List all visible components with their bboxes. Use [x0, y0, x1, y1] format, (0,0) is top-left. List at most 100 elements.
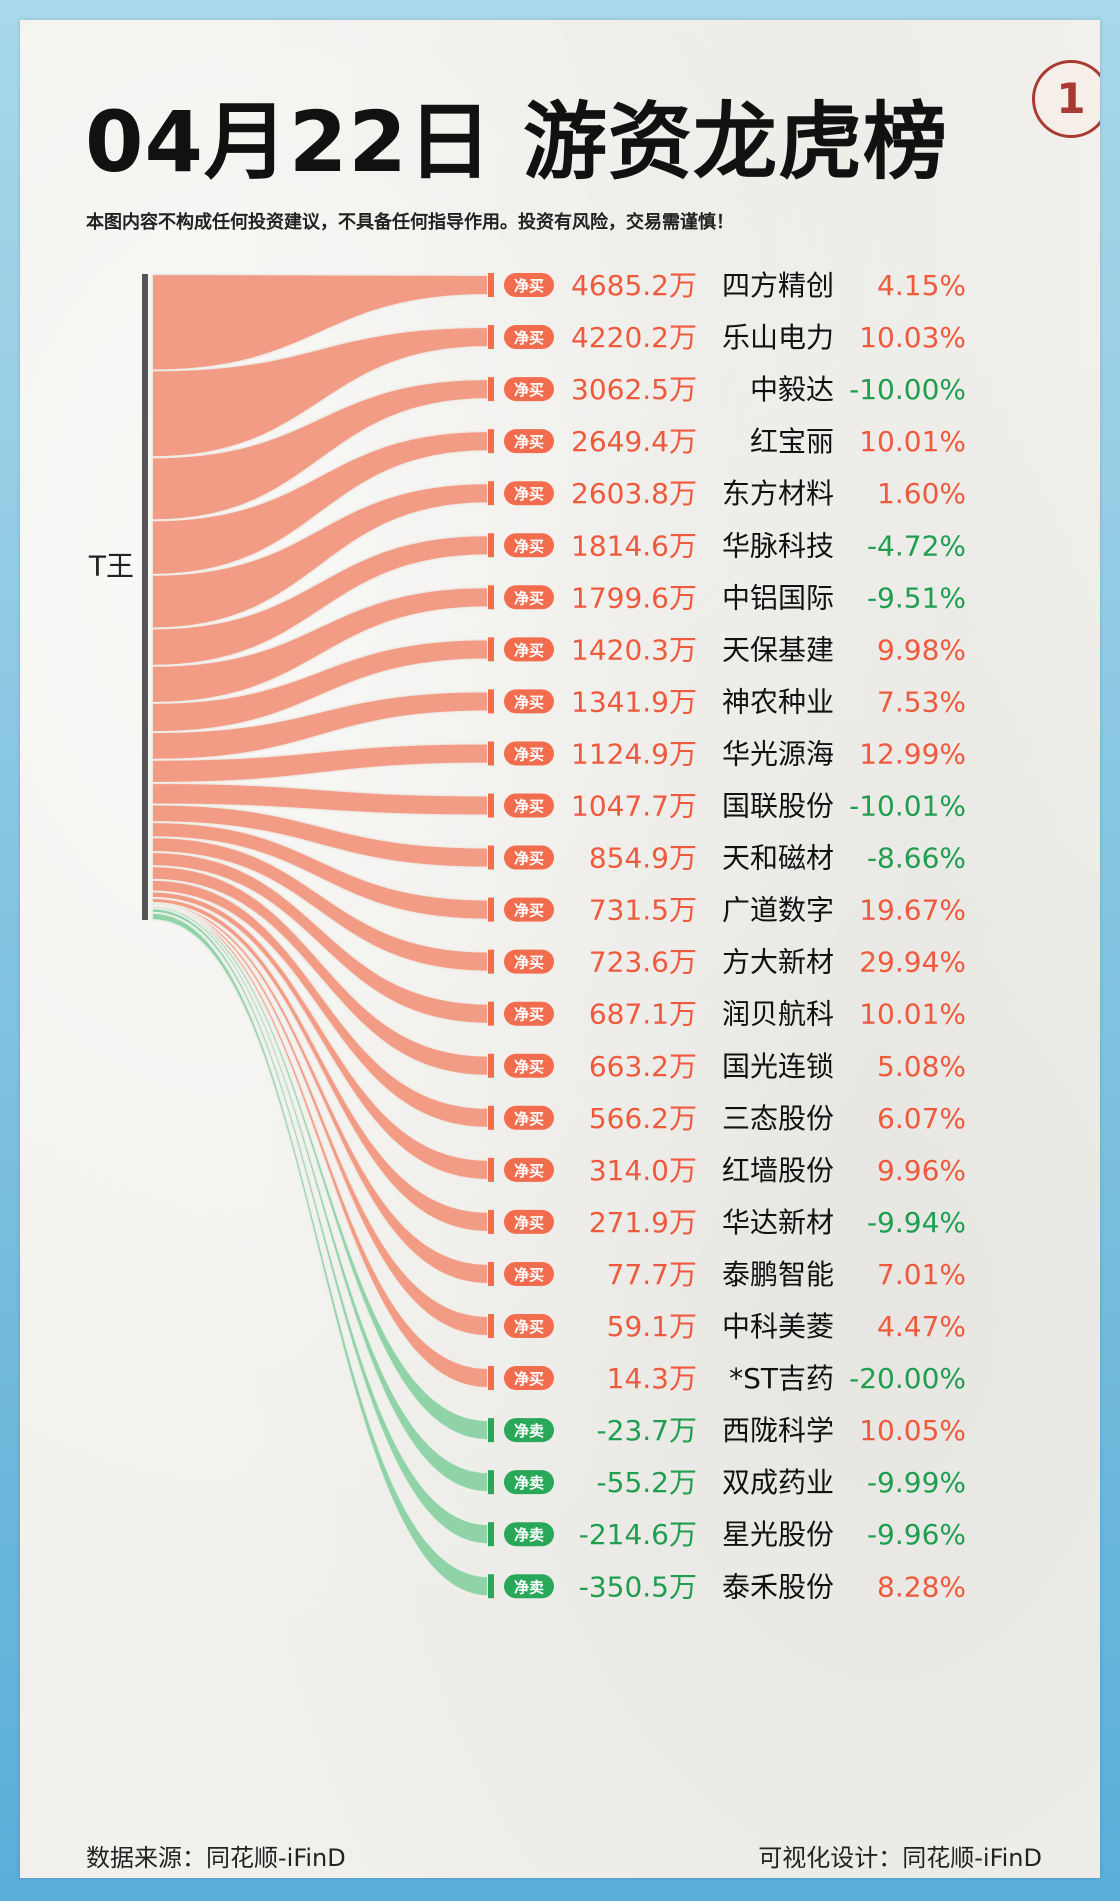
- target-row: 净买 59.1万 中科美菱 4.47%: [488, 1310, 966, 1343]
- change-pct-label: -9.99%: [867, 1466, 966, 1499]
- stock-name-label: 红宝丽: [750, 425, 834, 458]
- target-row: 净买 271.9万 华达新材 -9.94%: [488, 1206, 966, 1239]
- amount-label: 723.6万: [589, 946, 697, 979]
- target-node-bar: [488, 533, 494, 558]
- change-pct-label: -9.51%: [867, 581, 966, 614]
- target-node-bar: [488, 429, 494, 454]
- target-row: 净卖 -214.6万 星光股份 -9.96%: [488, 1518, 966, 1551]
- amount-label: 1814.6万: [571, 529, 697, 562]
- side-badge: [504, 897, 554, 922]
- change-pct-label: -9.96%: [867, 1518, 966, 1551]
- target-node-bar: [488, 1522, 494, 1547]
- stock-name-label: 华达新材: [722, 1206, 834, 1239]
- target-node-bar: [488, 1261, 494, 1286]
- stock-name-label: 东方材料: [722, 477, 834, 510]
- side-badge-label: 净买: [514, 1162, 544, 1180]
- amount-label: 77.7万: [607, 1258, 697, 1291]
- stock-name-label: *ST吉药: [729, 1362, 834, 1395]
- stock-name-label: 星光股份: [722, 1518, 834, 1551]
- target-node-bar: [488, 689, 494, 714]
- side-badge-label: 净买: [514, 1110, 544, 1128]
- target-node-bar: [488, 1366, 494, 1391]
- side-badge-label: 净买: [514, 850, 544, 868]
- side-badge-label: 净卖: [514, 1526, 544, 1544]
- change-pct-label: 10.05%: [859, 1414, 966, 1447]
- amount-label: 3062.5万: [571, 373, 697, 406]
- stock-name-label: 西陇科学: [722, 1414, 834, 1447]
- side-badge-label: 净买: [514, 954, 544, 972]
- change-pct-label: 10.01%: [859, 998, 966, 1031]
- target-row: 净买 4685.2万 四方精创 4.15%: [488, 269, 966, 302]
- target-row: 净买 663.2万 国光连锁 5.08%: [488, 1050, 966, 1083]
- amount-label: -214.6万: [579, 1518, 697, 1551]
- stock-name-label: 华光源海: [722, 737, 834, 770]
- target-node-bar: [488, 1209, 494, 1234]
- side-badge: [504, 1157, 554, 1182]
- amount-label: 14.3万: [607, 1362, 697, 1395]
- amount-label: 1799.6万: [571, 581, 697, 614]
- stock-name-label: 方大新材: [722, 946, 834, 979]
- change-pct-label: 1.60%: [877, 477, 966, 510]
- target-node-bar: [488, 897, 494, 922]
- side-badge-label: 净买: [514, 1214, 544, 1232]
- side-badge: [504, 1053, 554, 1078]
- side-badge-label: 净买: [514, 1006, 544, 1024]
- flow-band: [151, 907, 489, 1546]
- stock-name-label: 三态股份: [722, 1102, 834, 1135]
- target-row: 净卖 -23.7万 西陇科学 10.05%: [488, 1414, 966, 1447]
- target-node-bar: [488, 1418, 494, 1443]
- target-node-bar: [488, 637, 494, 662]
- side-badge: [504, 1366, 554, 1391]
- side-badge-label: 净买: [514, 485, 544, 503]
- amount-label: 854.9万: [589, 842, 697, 875]
- stock-name-label: 神农种业: [722, 685, 834, 718]
- target-row: 净买 14.3万 *ST吉药 -20.00%: [488, 1362, 966, 1395]
- source-node-bar: [142, 274, 148, 920]
- target-node-bar: [488, 1001, 494, 1026]
- side-badge: [504, 1470, 554, 1495]
- change-pct-label: 10.01%: [859, 425, 966, 458]
- target-row: 净买 1124.9万 华光源海 12.99%: [488, 737, 966, 770]
- flow-band: [151, 638, 489, 734]
- amount-label: 731.5万: [589, 894, 697, 927]
- flow-band: [151, 865, 489, 1077]
- change-pct-label: -10.00%: [849, 373, 966, 406]
- target-node-bar: [488, 1470, 494, 1495]
- change-pct-label: 7.01%: [877, 1258, 966, 1291]
- target-row: 净买 4220.2万 乐山电力 10.03%: [488, 321, 966, 354]
- change-pct-label: -8.66%: [867, 842, 966, 875]
- change-pct-label: 4.15%: [877, 269, 966, 302]
- target-node-bar: [488, 481, 494, 506]
- target-row: 净买 2603.8万 东方材料 1.60%: [488, 477, 966, 510]
- stock-name-label: 泰禾股份: [722, 1570, 834, 1603]
- amount-label: 1124.9万: [571, 737, 697, 770]
- side-badge: [504, 689, 554, 714]
- flow-band: [151, 272, 489, 372]
- target-row: 净买 314.0万 红墙股份 9.96%: [488, 1154, 966, 1187]
- target-row: 净买 1341.9万 神农种业 7.53%: [488, 685, 966, 718]
- amount-label: 314.0万: [589, 1154, 697, 1187]
- change-pct-label: -4.72%: [867, 529, 966, 562]
- target-node-bar: [488, 325, 494, 350]
- change-pct-label: -10.01%: [849, 790, 966, 823]
- side-badge: [504, 325, 554, 350]
- stock-name-label: 四方精创: [722, 269, 834, 302]
- target-row: 净买 566.2万 三态股份 6.07%: [488, 1102, 966, 1135]
- change-pct-label: -20.00%: [849, 1362, 966, 1395]
- stock-name-label: 乐山电力: [722, 321, 834, 354]
- change-pct-label: 19.67%: [859, 894, 966, 927]
- design-credit-text: 可视化设计：同花顺-iFinD: [758, 1844, 1042, 1872]
- target-row: 净买 723.6万 方大新材 29.94%: [488, 946, 966, 979]
- side-badge-label: 净卖: [514, 1422, 544, 1440]
- side-badge-label: 净买: [514, 745, 544, 763]
- target-node-bar: [488, 949, 494, 974]
- side-badge-label: 净买: [514, 1058, 544, 1076]
- stock-name-label: 中科美菱: [722, 1310, 834, 1343]
- change-pct-label: 9.98%: [877, 633, 966, 666]
- side-badge: [504, 273, 554, 297]
- target-row: 净买 854.9万 天和磁材 -8.66%: [488, 842, 966, 875]
- stock-name-label: 天和磁材: [722, 842, 834, 875]
- side-badge-label: 净买: [514, 589, 544, 607]
- target-node-bar: [488, 845, 494, 870]
- page-number-badge: 1: [1032, 60, 1100, 138]
